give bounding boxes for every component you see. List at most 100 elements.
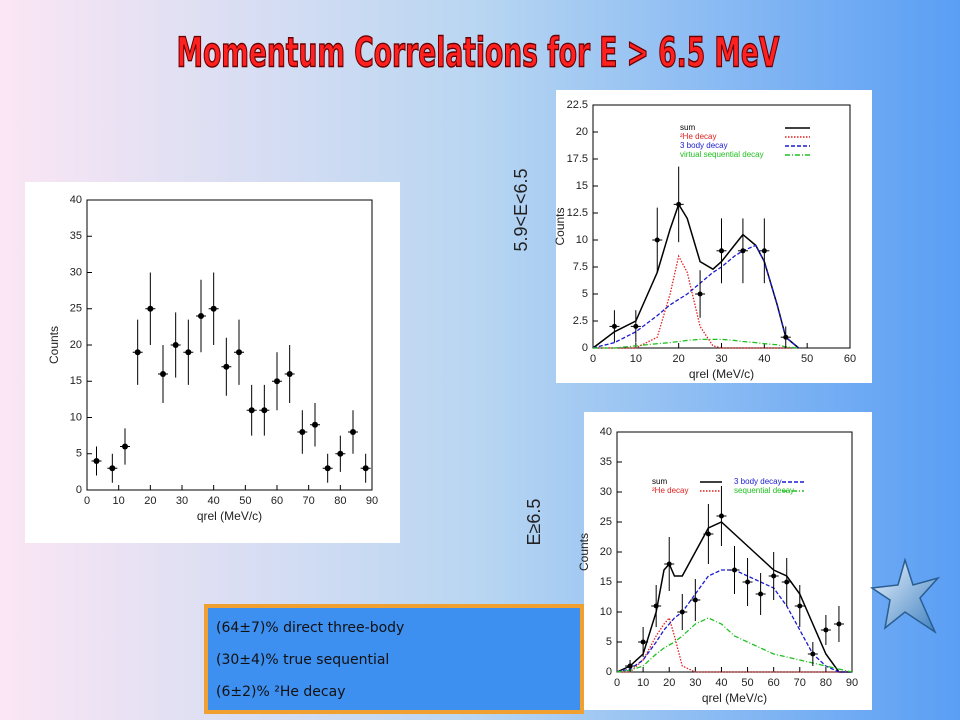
y-tick-label: 25 [70,303,82,315]
x-tick-label: 50 [239,495,251,507]
data-point [147,305,154,312]
y-tick-label: 22.5 [567,99,588,111]
note: (30±4)% true sequential [216,652,389,668]
data-point [350,429,356,435]
y-tick-label: 5 [582,288,588,300]
data-point [761,248,767,254]
x-axis-label: qrel (MeV/c) [689,367,754,381]
data-point [122,443,128,450]
data-point [198,313,204,319]
legend-label: 3 body decay [680,141,728,150]
y-tick-label: 35 [70,230,82,242]
x-tick-label: 10 [113,495,125,507]
data-point [611,323,617,329]
x-tick-label: 90 [366,495,378,507]
data-point [810,651,816,657]
x-tick-label: 50 [801,353,813,365]
data-point [697,291,703,297]
data-point [337,450,344,457]
data-point [286,371,293,377]
y-tick-label: 15 [600,576,612,588]
energy-label: 5.9<E<6.5 [511,168,531,251]
x-tick-label: 70 [794,677,806,689]
curve [616,617,853,673]
y-tick-label: 12.5 [567,207,588,219]
x-tick-label: 0 [84,495,90,507]
x-tick-label: 60 [271,495,283,507]
x-axis-label: qrel (MeV/c) [197,509,262,523]
y-tick-label: 40 [600,426,612,438]
y-axis-label: Counts [553,207,567,245]
y-tick-label: 20 [600,546,612,558]
y-tick-label: 5 [76,448,82,460]
data-point [745,579,751,585]
x-tick-label: 70 [303,495,315,507]
data-point [324,465,331,472]
data-point [640,639,646,645]
data-point [653,603,659,609]
y-tick-label: 40 [70,194,82,206]
note: (6±2)% ²He decay [216,684,346,700]
data-point [784,579,790,585]
y-tick-label: 0 [606,666,612,678]
data-point [185,349,192,356]
x-tick-label: 80 [820,677,832,689]
x-tick-label: 90 [846,677,858,689]
data-point [93,458,100,464]
x-tick-label: 30 [715,353,727,365]
y-tick-label: 5 [606,636,612,648]
legend-label: sum [680,123,695,132]
data-point [718,513,724,519]
data-point [633,323,639,329]
data-point [236,349,242,356]
x-tick-label: 60 [844,353,856,365]
slide-title: Momentum Correlations for E > 6.5 MeV [177,30,780,77]
data-point [210,305,217,312]
data-point [248,407,255,414]
curve [593,254,799,349]
data-point [666,561,672,567]
data-point [783,334,789,340]
data-point [692,597,698,603]
data-point [740,248,746,254]
legend-label: sequential decay [734,486,794,495]
data-point [312,421,318,428]
data-point [299,429,306,435]
curve [592,202,800,349]
curve [592,244,800,349]
y-tick-label: 30 [70,266,82,278]
energy-label: E≥6.5 [524,499,544,546]
data-point [732,567,737,573]
y-axis-label: Counts [577,533,591,571]
data-point [654,237,660,243]
x-tick-label: 80 [334,495,346,507]
data-point [627,663,633,669]
data-point [172,342,179,348]
data-point [679,609,685,615]
x-tick-label: 30 [689,677,701,689]
data-point [223,363,230,370]
data-point [797,603,803,609]
y-axis-label: Counts [47,326,61,364]
x-tick-label: 60 [768,677,780,689]
y-tick-label: 10 [600,606,612,618]
legend-label: ²He decay [652,486,688,495]
curve [616,569,852,673]
x-tick-label: 30 [176,495,188,507]
x-tick-label: 10 [630,353,642,365]
legend-label: sum [652,477,667,486]
legend-label: 3 body decay [734,477,782,486]
chart-panel [584,412,872,710]
y-tick-label: 30 [600,486,612,498]
x-tick-label: 40 [715,677,727,689]
x-tick-label: 0 [590,353,596,365]
x-tick-label: 40 [758,353,770,365]
data-point [261,407,268,414]
legend-label: virtual sequential decay [680,150,764,159]
note: (64±7)% direct three-body [216,620,404,636]
data-point [274,378,280,385]
data-point [758,591,764,597]
data-point [109,465,116,472]
x-tick-label: 20 [144,495,156,507]
y-tick-label: 2.5 [573,315,588,327]
